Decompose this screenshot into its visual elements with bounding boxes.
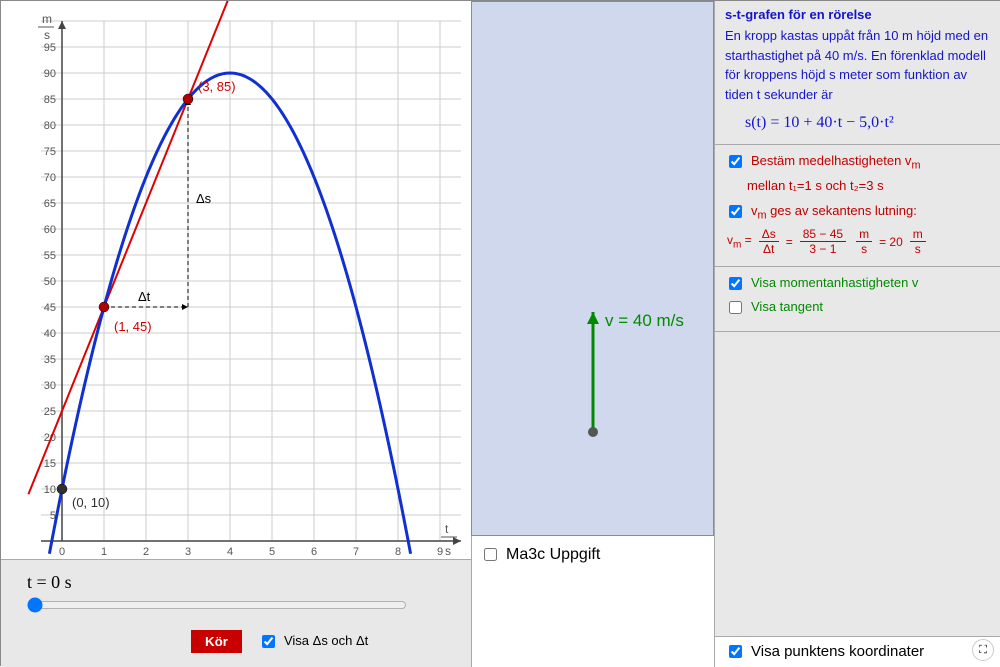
svg-text:30: 30	[44, 380, 56, 392]
show-coords-label: Visa punktens koordinater	[751, 643, 924, 660]
time-slider[interactable]	[27, 597, 407, 613]
svg-text:9: 9	[437, 546, 443, 558]
info-desc: En kropp kastas uppåt från 10 m höjd med…	[725, 26, 990, 104]
svg-text:70: 70	[44, 172, 56, 184]
svg-text:6: 6	[311, 546, 317, 558]
svg-text:m: m	[42, 12, 52, 26]
svg-text:65: 65	[44, 198, 56, 210]
svg-text:3: 3	[185, 546, 191, 558]
ma3c-label: Ma3c Uppgift	[506, 546, 600, 564]
show-coords-checkbox[interactable]	[729, 645, 742, 658]
ma3c-checkbox[interactable]	[484, 548, 497, 561]
fullscreen-button[interactable]: ⛶	[972, 639, 994, 661]
inst-velocity-label: Visa momentanhastigheten v	[751, 275, 918, 290]
show-coords-section: Visa punktens koordinater	[715, 636, 1000, 667]
svg-text:25: 25	[44, 406, 56, 418]
info-panel: s-t-grafen för en rörelse En kropp kasta…	[714, 1, 1000, 667]
svg-text:v = 40 m/s: v = 40 m/s	[605, 311, 684, 330]
svg-text:7: 7	[353, 546, 359, 558]
svg-text:2: 2	[143, 546, 149, 558]
info-formula: s(t) = 10 + 40·t − 5,0·t²	[745, 114, 990, 132]
secant-slope-label: vm ges av sekantens lutning:	[751, 203, 917, 222]
svg-text:8: 8	[395, 546, 401, 558]
svg-text:35: 35	[44, 354, 56, 366]
chart-svg: 0123456789510152025303540455055606570758…	[1, 1, 471, 559]
svg-text:t: t	[445, 522, 449, 536]
inst-velocity-checkbox[interactable]	[729, 277, 742, 290]
middle-bottom: Ma3c Uppgift	[471, 536, 714, 667]
svg-text:0: 0	[59, 546, 65, 558]
info-description: s-t-grafen för en rörelse En kropp kasta…	[715, 1, 1000, 145]
svg-text:s: s	[44, 28, 50, 42]
svg-text:55: 55	[44, 250, 56, 262]
svg-text:85: 85	[44, 94, 56, 106]
svg-text:(0, 10): (0, 10)	[72, 495, 110, 510]
svg-text:40: 40	[44, 328, 56, 340]
svg-text:95: 95	[44, 42, 56, 54]
avg-velocity-checkbox[interactable]	[729, 155, 742, 168]
secant-slope-checkbox[interactable]	[729, 205, 742, 218]
svg-text:10: 10	[44, 484, 56, 496]
svg-text:4: 4	[227, 546, 233, 558]
svg-text:60: 60	[44, 224, 56, 236]
show-deltas-label: Visa Δs och Δt	[284, 633, 368, 648]
svg-text:15: 15	[44, 458, 56, 470]
svg-text:75: 75	[44, 146, 56, 158]
ma3c-row: Ma3c Uppgift	[472, 536, 714, 574]
avg-velocity-line1: Bestäm medelhastigheten vm	[751, 153, 920, 172]
svg-text:80: 80	[44, 120, 56, 132]
velocity-svg: v = 40 m/s	[472, 2, 715, 537]
tangent-label: Visa tangent	[751, 299, 823, 314]
svg-text:90: 90	[44, 68, 56, 80]
svg-text:5: 5	[269, 546, 275, 558]
svg-text:(1, 45): (1, 45)	[114, 319, 152, 334]
graph-panel: 0123456789510152025303540455055606570758…	[1, 1, 471, 559]
fullscreen-icon: ⛶	[979, 644, 987, 657]
svg-text:1: 1	[101, 546, 107, 558]
graph-controls: t = 0 s Kör Visa Δs och Δt	[1, 559, 471, 667]
svg-text:50: 50	[44, 276, 56, 288]
svg-text:Δs: Δs	[196, 191, 212, 206]
run-button[interactable]: Kör	[191, 630, 242, 653]
avg-velocity-equation: vm = ΔsΔt = 85 − 453 − 1 ms = 20 ms	[727, 227, 990, 256]
instantaneous-section: Visa momentanhastigheten v Visa tangent	[715, 267, 1000, 332]
svg-text:(3, 85): (3, 85)	[198, 79, 236, 94]
slider-label: t = 0 s	[1, 560, 471, 597]
velocity-panel: v = 40 m/s	[471, 1, 714, 536]
svg-text:45: 45	[44, 302, 56, 314]
app-root: 0123456789510152025303540455055606570758…	[0, 0, 1000, 666]
avg-velocity-section: Bestäm medelhastigheten vm mellan t₁=1 s…	[715, 145, 1000, 267]
info-title: s-t-grafen för en rörelse	[725, 7, 990, 22]
show-deltas-checkbox-row: Visa Δs och Δt	[258, 633, 368, 651]
svg-text:s: s	[445, 544, 451, 558]
tangent-checkbox[interactable]	[729, 301, 742, 314]
avg-velocity-line2: mellan t₁=1 s och t₂=3 s	[747, 178, 990, 193]
svg-text:Δt: Δt	[138, 289, 151, 304]
show-deltas-checkbox[interactable]	[262, 635, 275, 648]
